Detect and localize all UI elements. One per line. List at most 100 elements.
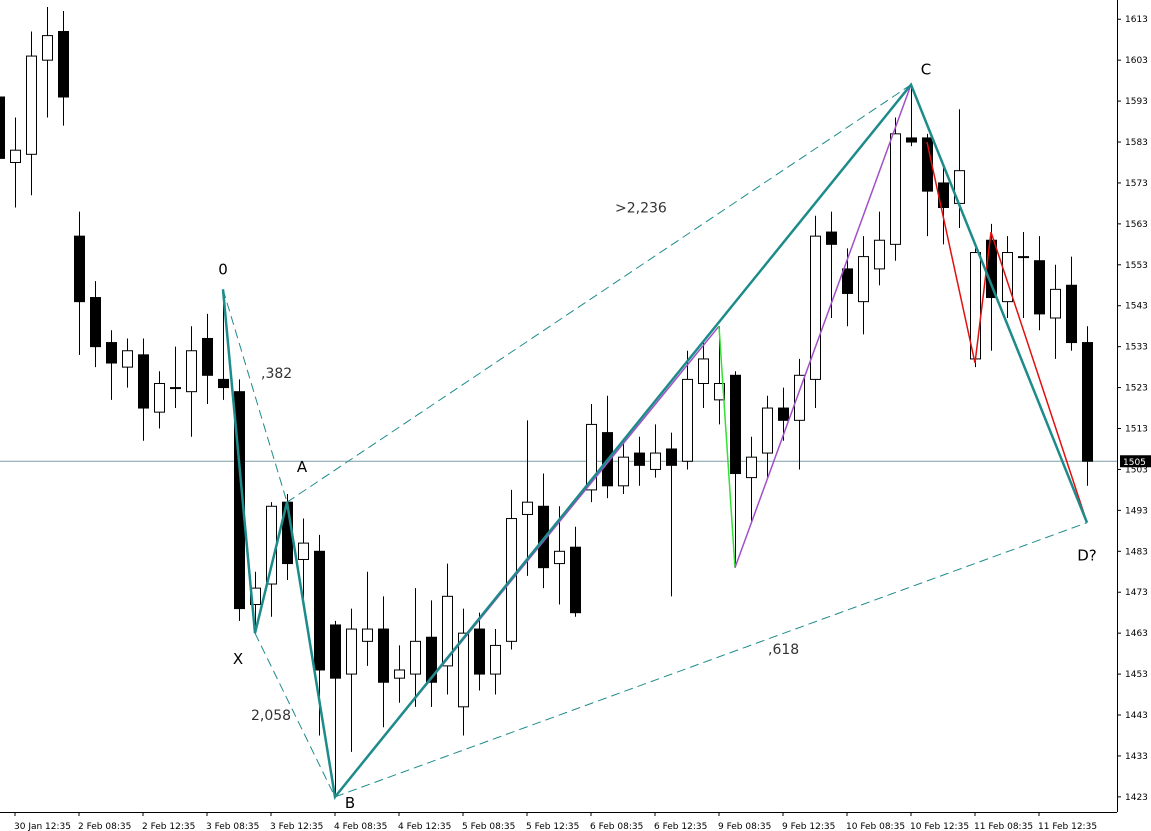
pattern-point-label: A [297, 458, 308, 476]
candle-body [794, 374, 805, 421]
y-tick-label: 1553 [1125, 261, 1148, 271]
candle-body [442, 595, 453, 667]
candle-body [906, 137, 917, 143]
y-tick-label: 1463 [1125, 629, 1148, 639]
candle-body [266, 505, 277, 585]
candle-body [10, 149, 21, 163]
candle-body [554, 550, 565, 565]
x-tick-label: 3 Feb 12:35 [270, 822, 323, 831]
candle-body [298, 542, 309, 560]
overlay-line [734, 84, 912, 568]
candle-body [730, 374, 741, 475]
candle-body [0, 96, 5, 159]
candle-body [186, 350, 197, 393]
x-tick-label: 4 Feb 12:35 [398, 822, 451, 831]
candle-body [218, 378, 229, 389]
y-tick-label: 1493 [1125, 506, 1148, 516]
candle-body [410, 640, 421, 675]
candle-body [378, 628, 389, 683]
ratio-label: >2,236 [615, 200, 667, 216]
x-tick-label: 2 Feb 08:35 [78, 822, 131, 831]
x-tick-label: 6 Feb 08:35 [590, 822, 643, 831]
y-tick-label: 1583 [1125, 138, 1148, 148]
candle-body [234, 391, 245, 610]
last-price-box [1120, 455, 1151, 468]
candle-body [314, 550, 325, 671]
x-tick-label: 11 Feb 12:35 [1038, 822, 1097, 831]
candle-body [682, 378, 693, 462]
candle-body [426, 636, 437, 683]
y-tick-label: 1443 [1125, 711, 1148, 721]
ratio-line [222, 289, 288, 503]
pattern-point-label: B [345, 794, 355, 812]
y-tick-label: 1483 [1125, 547, 1148, 557]
candle-body [970, 252, 981, 360]
last-price-label: 1505 [1123, 458, 1146, 468]
x-tick-label: 2 Feb 12:35 [142, 822, 195, 831]
candle-body [170, 387, 181, 390]
candle-body [1050, 288, 1061, 319]
candle-body [986, 239, 997, 299]
candle-body [586, 423, 597, 491]
candle-body [842, 268, 853, 294]
y-tick-label: 1533 [1125, 343, 1148, 353]
candle-body [474, 628, 485, 675]
ratio-line [254, 632, 336, 798]
y-tick-label: 1473 [1125, 588, 1148, 598]
x-tick-label: 4 Feb 08:35 [334, 822, 387, 831]
candle-body [1018, 256, 1029, 259]
pattern-point-label: C [921, 61, 931, 79]
candle-body [1002, 252, 1013, 303]
x-tick-label: 9 Feb 12:35 [782, 822, 835, 831]
candle-body [202, 337, 213, 376]
ratio-label: 2,058 [251, 708, 291, 724]
candle-body [42, 35, 53, 61]
candle-body [650, 452, 661, 470]
y-tick-label: 1453 [1125, 670, 1148, 680]
ratio-label: ,618 [768, 642, 799, 658]
x-tick-label: 5 Feb 08:35 [462, 822, 515, 831]
y-tick-label: 1433 [1125, 752, 1148, 762]
pattern-point-label: 0 [218, 260, 228, 278]
candle-body [714, 382, 725, 401]
candle-body [634, 452, 645, 466]
candle-body [26, 55, 37, 155]
candle-body [1066, 284, 1077, 344]
candle-body [138, 354, 149, 409]
x-tick-label: 3 Feb 08:35 [206, 822, 259, 831]
x-tick-label: 5 Feb 12:35 [526, 822, 579, 831]
candle-body [890, 133, 901, 245]
pattern-point-label: X [233, 650, 243, 668]
y-tick-label: 1423 [1125, 793, 1148, 803]
overlay-line [718, 326, 736, 568]
candle-body [698, 358, 709, 384]
candle-body [90, 297, 101, 348]
y-tick-label: 1573 [1125, 179, 1148, 189]
candle-body [570, 546, 581, 614]
candle-body [330, 624, 341, 679]
x-tick-label: 6 Feb 12:35 [654, 822, 707, 831]
x-tick-label: 11 Feb 08:35 [974, 822, 1033, 831]
candle-body [538, 505, 549, 569]
y-tick-label: 1593 [1125, 97, 1148, 107]
pattern-point-label: D? [1077, 547, 1097, 565]
x-tick-label: 10 Feb 08:35 [846, 822, 905, 831]
x-tick-label: 10 Feb 12:35 [910, 822, 969, 831]
candle-body [394, 669, 405, 679]
candle-body [106, 342, 117, 364]
candle-body [74, 235, 85, 303]
candle-body [458, 632, 469, 708]
candle-body [154, 382, 165, 413]
y-tick-label: 1523 [1125, 384, 1148, 394]
candle-body [810, 235, 821, 380]
candle-body [858, 256, 869, 303]
ratio-line [334, 522, 1088, 798]
pattern-line [221, 82, 1089, 800]
overlay-line [926, 141, 1088, 523]
candle-body [490, 644, 501, 675]
candle-body [746, 456, 757, 479]
y-tick-label: 1513 [1125, 425, 1148, 435]
candle-body [522, 501, 533, 515]
y-tick-label: 1543 [1125, 302, 1148, 312]
